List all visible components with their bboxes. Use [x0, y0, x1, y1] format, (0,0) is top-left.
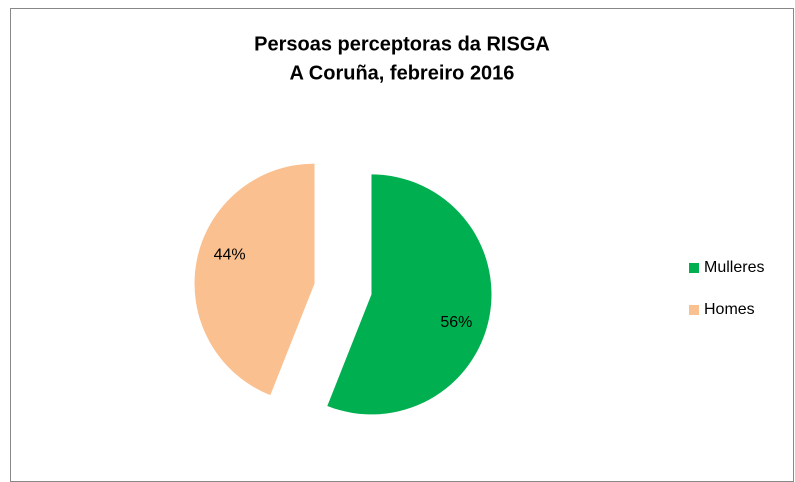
legend-label: Mulleres: [704, 259, 764, 276]
chart-title: A Coruña, febreiro 2016: [290, 62, 515, 84]
data-label: 56%: [440, 314, 472, 331]
legend-swatch: [689, 305, 699, 315]
legend-swatch: [689, 263, 699, 273]
data-label: 44%: [214, 247, 246, 264]
legend-label: Homes: [704, 301, 755, 318]
chart-title: Persoas perceptoras da RISGA: [254, 33, 550, 55]
pie-slice: [194, 163, 315, 396]
pie-slice: [327, 174, 492, 415]
